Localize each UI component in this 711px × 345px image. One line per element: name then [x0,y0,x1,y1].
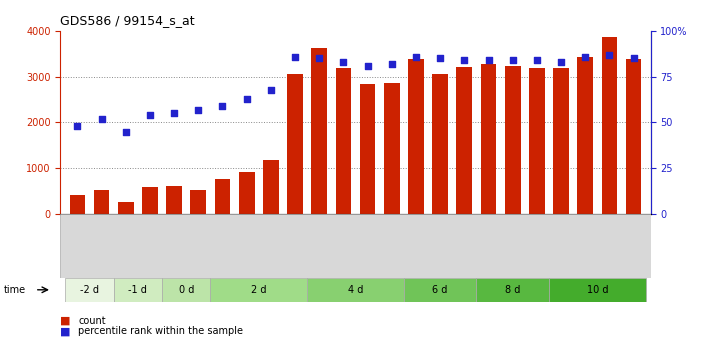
Bar [408,59,424,214]
Bar [70,195,85,214]
Bar [311,48,327,214]
Bar [602,37,617,214]
Bar [456,67,472,214]
Point [459,58,470,63]
Point [604,52,615,58]
Point [434,56,446,61]
Point [96,116,107,121]
Point [193,107,204,112]
Bar [505,66,520,214]
Bar [307,278,404,302]
Bar [191,190,206,214]
Point [579,54,591,59]
Point [531,58,542,63]
Bar [239,172,255,214]
Point [144,112,156,118]
Point [410,54,422,59]
Bar [336,68,351,214]
Bar [65,278,114,302]
Bar [166,186,182,214]
Point [338,59,349,65]
Bar [215,179,230,214]
Point [386,61,397,67]
Bar [481,65,496,214]
Point [362,63,373,69]
Point [483,58,494,63]
Bar [432,75,448,214]
Bar [626,59,641,214]
Point [217,103,228,109]
Text: count: count [78,316,106,326]
Text: -1 d: -1 d [129,285,147,295]
Bar [94,190,109,214]
Point [314,56,325,61]
Point [289,54,301,59]
Text: GDS586 / 99154_s_at: GDS586 / 99154_s_at [60,14,195,27]
Text: 6 d: 6 d [432,285,448,295]
Point [120,129,132,135]
Text: 4 d: 4 d [348,285,363,295]
Text: ■: ■ [60,316,71,326]
Text: -2 d: -2 d [80,285,99,295]
Bar [287,75,303,214]
Text: 8 d: 8 d [505,285,520,295]
Bar [118,201,134,214]
Bar [114,278,162,302]
Point [555,59,567,65]
Bar [384,83,400,214]
Point [628,56,639,61]
Text: 2 d: 2 d [251,285,267,295]
Point [72,124,83,129]
Bar [360,84,375,214]
Bar [476,278,549,302]
Point [507,58,518,63]
Bar [210,278,307,302]
Point [241,96,252,101]
Text: 10 d: 10 d [587,285,608,295]
Bar [529,68,545,214]
Bar [404,278,476,302]
Text: percentile rank within the sample: percentile rank within the sample [78,326,243,336]
Bar [577,57,593,214]
Bar [549,278,646,302]
Bar [142,187,158,214]
Text: time: time [4,285,26,295]
Bar [553,68,569,214]
Text: ■: ■ [60,326,71,336]
Point [265,87,277,92]
Point [169,110,180,116]
Text: 0 d: 0 d [178,285,194,295]
Bar [263,160,279,214]
Bar [162,278,210,302]
